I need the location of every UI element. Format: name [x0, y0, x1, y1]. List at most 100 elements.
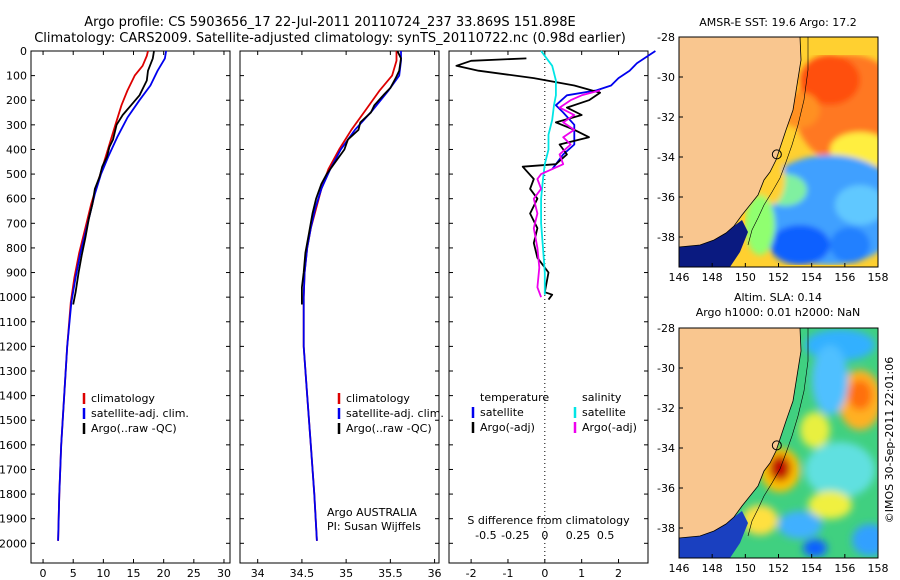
y-tick-label: 1600 [0, 439, 27, 452]
map-x-tick-label: 146 [669, 562, 690, 575]
map-y-tick-label: -34 [657, 442, 675, 455]
series-line-salinity-argo-adj- [532, 89, 601, 298]
legend-entry: Argo(-adj) [582, 421, 637, 434]
x-tick-label: -2 [466, 567, 477, 580]
sst-map-panel: 146 148 150 152 154 156 158 -38 -36 -34 -32 -30 -28 [657, 31, 888, 284]
argo-location-marker [771, 440, 782, 451]
x-tick-label: 10 [96, 567, 110, 580]
legend-entry: Argo(..raw -QC) [91, 422, 177, 435]
series-line-temperature-argo-adj- [455, 57, 601, 301]
x-tick-label: -1 [502, 567, 513, 580]
secondary-x-tick-label: 0 [541, 529, 548, 542]
secondary-x-tick-label: 0.25 [566, 529, 591, 542]
sla-map-title-line-1: Altim. SLA: 0.14 [734, 291, 822, 304]
imos-stamp: ©IMOS 30-Sep-2011 22:01:06 [883, 357, 896, 523]
sla-isobath [747, 328, 809, 537]
difference-profile-panel: -2-1012T difference from climatologyS di… [448, 50, 656, 580]
sst-isobath [747, 37, 809, 246]
temperature-plot-frame [30, 50, 231, 564]
x-tick-label: 2 [615, 567, 622, 580]
legend-entry: satellite-adj. clim. [346, 407, 444, 420]
y-tick-label: 1200 [0, 340, 27, 353]
sst-land [679, 37, 801, 247]
y-tick-label: 300 [6, 119, 27, 132]
map-y-tick-label: -30 [657, 71, 675, 84]
map-y-tick-label: -36 [657, 191, 675, 204]
salinity-profile-panel: 3434.53535.536salinityclimatologysatelli… [239, 50, 444, 580]
legend-entry: climatology [91, 392, 155, 405]
sla-field [742, 329, 878, 557]
argo-location-marker [771, 149, 782, 160]
y-tick-label: 200 [6, 94, 27, 107]
map-x-tick-label: 152 [768, 562, 789, 575]
legend-entry: satellite [582, 406, 626, 419]
y-tick-label: 800 [6, 242, 27, 255]
x-tick-label: 25 [187, 567, 201, 580]
x-tick-label: 35.5 [378, 567, 403, 580]
sst-map-axes: 146 148 150 152 154 156 158 -38 -36 -34 -32 -30 -28 [657, 31, 888, 284]
x-tick-label: 15 [127, 567, 141, 580]
float-program-label: Argo AUSTRALIA [327, 506, 417, 519]
x-tick-label: 30 [217, 567, 231, 580]
series-line-salinity-satellite [540, 50, 557, 295]
difference-plot-frame [448, 50, 649, 564]
x-tick-label: 36 [428, 567, 442, 580]
x-tick-label: 5 [70, 567, 77, 580]
legend-entry: satellite-adj. clim. [91, 407, 189, 420]
map-y-tick-label: -28 [657, 322, 675, 335]
temperature-profile-panel: 051015202530temperature (deg C)010020030… [0, 45, 231, 580]
y-tick-label: 1500 [0, 414, 27, 427]
map-x-tick-label: 158 [868, 562, 889, 575]
y-tick-label: 1400 [0, 390, 27, 403]
sla-land [679, 328, 801, 538]
header-line-1: Argo profile: CS 5903656_17 22-Jul-2011 … [84, 15, 575, 30]
y-tick-label: 1700 [0, 463, 27, 476]
y-tick-label: 1100 [0, 316, 27, 329]
map-y-tick-label: -36 [657, 482, 675, 495]
map-x-tick-label: 152 [768, 271, 789, 284]
x-tick-label: 0 [541, 567, 548, 580]
y-tick-label: 900 [6, 267, 27, 280]
x-tick-label: 0 [40, 567, 47, 580]
map-x-tick-label: 158 [868, 271, 889, 284]
map-x-tick-label: 148 [702, 562, 723, 575]
x-tick-label: 34.5 [290, 567, 315, 580]
y-tick-label: 1800 [0, 488, 27, 501]
y-tick-label: 1300 [0, 365, 27, 378]
y-tick-label: 0 [20, 45, 27, 58]
map-x-tick-label: 156 [834, 271, 855, 284]
map-y-tick-label: -34 [657, 151, 675, 164]
y-tick-label: 1000 [0, 291, 27, 304]
legend-entry: Argo(-adj) [480, 421, 535, 434]
map-x-tick-label: 154 [801, 562, 822, 575]
x-tick-label: 1 [578, 567, 585, 580]
map-y-tick-label: -38 [657, 522, 675, 535]
header-line-2: Climatology: CARS2009. Satellite-adjuste… [34, 31, 626, 46]
x-tick-label: 35 [339, 567, 353, 580]
legend-entry: climatology [346, 392, 410, 405]
secondary-x-tick-label: -0.25 [501, 529, 529, 542]
secondary-x-tick-label: 0.5 [597, 529, 615, 542]
sst-map-title: AMSR-E SST: 19.6 Argo: 17.2 [699, 16, 857, 29]
map-y-tick-label: -30 [657, 362, 675, 375]
legend-title-temperature: temperature [480, 391, 549, 404]
salinity-plot-frame [239, 50, 440, 564]
y-tick-label: 100 [6, 70, 27, 83]
y-tick-label: 400 [6, 143, 27, 156]
map-y-tick-label: -28 [657, 31, 675, 44]
sla-map-axes: 146 148 150 152 154 156 158 -38 -36 -34 -32 -30 -28 [657, 322, 888, 575]
map-y-tick-label: -32 [657, 402, 675, 415]
map-y-tick-label: -32 [657, 111, 675, 124]
map-x-tick-label: 146 [669, 271, 690, 284]
sla-shelf [679, 511, 748, 558]
sla-map-panel: 146 148 150 152 154 156 158 -38 -36 -34 -32 -30 -28 [657, 322, 888, 575]
y-tick-label: 600 [6, 193, 27, 206]
legend-entry: satellite [480, 406, 524, 419]
map-x-tick-label: 150 [735, 562, 756, 575]
map-x-tick-label: 148 [702, 271, 723, 284]
sla-map-title-line-2: Argo h1000: 0.01 h2000: NaN [696, 306, 861, 319]
secondary-x-tick-label: -0.5 [475, 529, 496, 542]
y-tick-label: 700 [6, 217, 27, 230]
y-tick-label: 1900 [0, 513, 27, 526]
